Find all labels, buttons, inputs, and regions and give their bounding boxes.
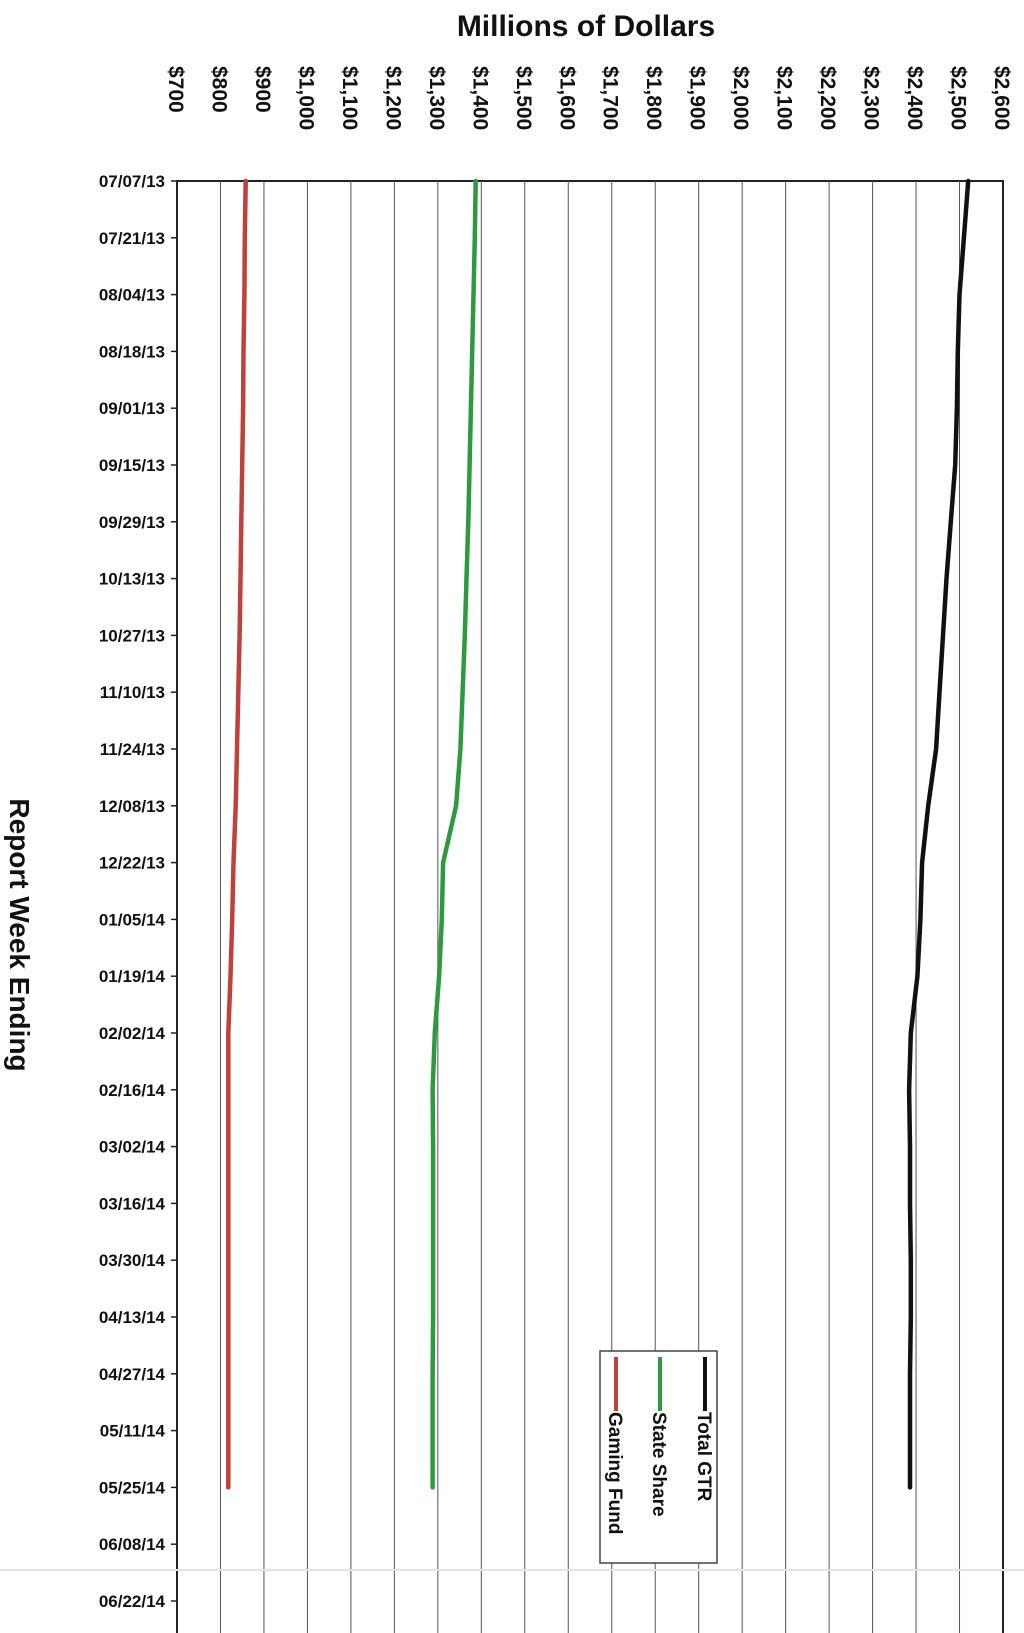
x-tick-label: $2,400 <box>903 66 926 130</box>
legend: Total GTR State Share Gaming Fund <box>599 1350 718 1564</box>
y-tick-label: 10/27/13 <box>99 626 165 645</box>
x-tick-label: $2,300 <box>860 66 883 130</box>
y-tick-label: 02/02/14 <box>99 1024 166 1043</box>
x-tick-label: $1,100 <box>338 66 361 130</box>
y-tick-label: 12/08/13 <box>99 797 165 816</box>
x-tick-label: $2,100 <box>773 66 796 130</box>
y-tick-labels: 07/07/13 07/21/13 08/04/13 08/18/13 09/01/13… <box>99 172 166 1611</box>
plot-frame <box>176 180 1004 1633</box>
y-tick-label: 12/22/13 <box>99 854 165 873</box>
y-axis-label: Report Week Ending <box>4 798 35 1071</box>
y-tick-label: 03/16/14 <box>99 1194 166 1213</box>
x-tick-label: $700 <box>164 66 187 113</box>
x-tick-label: $2,500 <box>947 66 970 130</box>
y-tick-label: 01/19/14 <box>99 967 166 986</box>
y-tick-label: 07/21/13 <box>99 229 165 248</box>
x-tick-label: $1,800 <box>642 66 665 130</box>
x-tick-label: $1,300 <box>425 66 448 130</box>
x-tick-label: $2,600 <box>990 66 1013 130</box>
x-tick-labels: $700 $800 $900 $1,000 $1,100 $1,200 $1,300 $1,4… <box>164 66 1013 130</box>
series-lines <box>226 178 971 1490</box>
x-tick-label: $900 <box>251 66 274 113</box>
x-tick-label: $1,400 <box>468 66 491 130</box>
y-tick-label: 11/10/13 <box>100 683 165 702</box>
x-tick-label: $800 <box>207 66 230 113</box>
x-tick-label: $2,000 <box>729 66 752 130</box>
chart-title: Millions of Dollars <box>457 10 715 43</box>
y-tick-label: 03/30/14 <box>99 1251 166 1270</box>
legend-label: Gaming Fund <box>604 1412 625 1534</box>
y-tick-label: 11/24/13 <box>100 740 165 759</box>
x-tick-label: $2,200 <box>816 66 839 130</box>
y-tick-label: 08/18/13 <box>99 342 165 361</box>
x-tick-label: $1,600 <box>555 66 578 130</box>
x-tick-label: $1,700 <box>599 66 622 130</box>
x-tick-label: $1,900 <box>686 66 709 130</box>
y-tick-label: 10/13/13 <box>99 570 165 589</box>
x-tick-label: $1,200 <box>381 66 404 130</box>
y-tick-label: 06/08/14 <box>99 1535 166 1554</box>
legend-label: State Share <box>648 1412 669 1517</box>
y-tick-label: 05/11/14 <box>100 1422 166 1441</box>
legend-label: Total GTR <box>693 1412 714 1502</box>
y-tick-label: 06/22/14 <box>99 1592 166 1611</box>
series-line-total-gtr <box>906 178 971 1490</box>
y-tick-label: 03/02/14 <box>99 1138 166 1157</box>
x-tick-label: $1,500 <box>512 66 535 130</box>
y-tick-label: 05/25/14 <box>99 1478 166 1497</box>
y-tick-label: 07/07/13 <box>99 172 165 191</box>
x-tick-label: $1,000 <box>294 66 317 130</box>
y-tick-label: 09/15/13 <box>99 456 165 475</box>
series-line-gaming-fund <box>226 178 248 1490</box>
y-tick-label: 09/29/13 <box>99 513 165 532</box>
y-tick-label: 02/16/14 <box>99 1081 166 1100</box>
y-tick-label: 09/01/13 <box>99 399 165 418</box>
y-tick-label: 04/13/14 <box>99 1308 166 1327</box>
series-line-state-share <box>430 178 478 1490</box>
y-tick-label: 01/05/14 <box>99 910 166 929</box>
y-tick-label: 08/04/13 <box>99 286 165 305</box>
y-tick-label: 04/27/14 <box>99 1365 166 1384</box>
